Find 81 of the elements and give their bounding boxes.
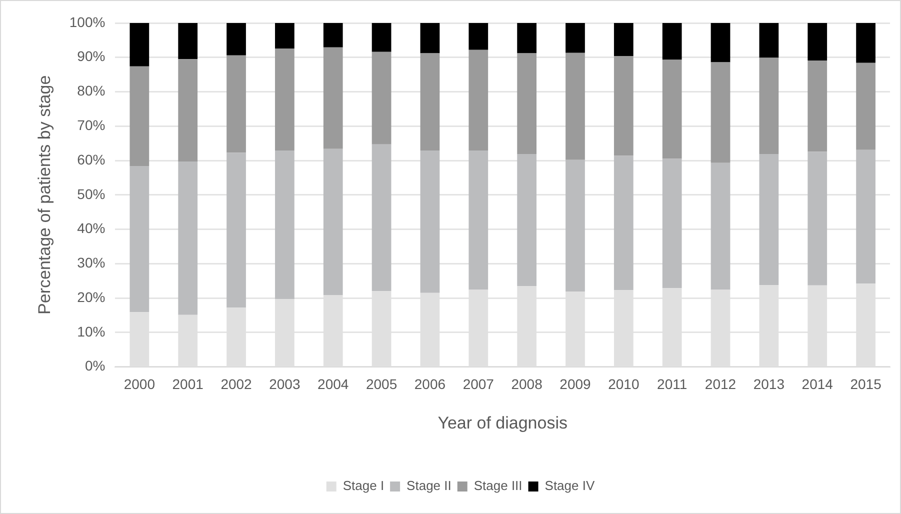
bar [323,23,343,48]
bar [323,47,343,149]
x-tick-label: 2015 [850,376,882,392]
y-tick-label: 100% [69,14,106,30]
y-tick-label: 20% [77,288,106,305]
y-tick-label: 30% [77,254,106,271]
y-tick-label: 70% [77,117,106,133]
x-tick-label: 2006 [414,376,446,392]
legend-label: Stage I [342,478,384,494]
bar [275,23,294,48]
bar [808,60,828,152]
bar [614,23,634,56]
bar [372,23,392,52]
x-tick-label: 2012 [704,376,736,392]
bar [323,148,343,296]
x-tick-label: 2000 [124,376,156,392]
bar [808,23,828,60]
bar [372,52,392,144]
bar [517,23,536,54]
bar [856,150,876,284]
x-tick-label: 2004 [318,376,349,392]
x-tick-label: 2007 [462,376,494,392]
bar [275,48,294,151]
bar [710,162,730,290]
bar [759,154,779,285]
x-tick-label: 2002 [220,376,252,392]
x-tick-label: 2011 [657,376,688,392]
bar [372,144,392,292]
bar [614,56,634,156]
bar [566,52,585,160]
bar [226,152,246,308]
bar [662,158,682,288]
x-tick-label: 2009 [560,376,592,392]
bar [759,23,779,58]
bar [226,23,246,56]
x-tick-label: 2005 [366,376,398,392]
bar [226,55,246,153]
y-tick-label: 10% [77,323,106,340]
y-tick-label: 50% [77,186,106,202]
bar [130,66,150,166]
bar [856,62,876,150]
bar [178,23,198,60]
x-tick-label: 2013 [753,376,785,392]
y-tick-label: 80% [77,82,106,99]
y-tick-label: 60% [77,151,106,168]
bar [517,154,536,286]
bar [178,59,198,162]
bar [130,23,150,66]
legend-label: Stage II [406,478,452,494]
legend-label: Stage III [474,478,522,494]
bar [566,23,585,53]
x-axis-title: Year of diagnosis [438,413,568,432]
bar [710,62,730,163]
bar [566,160,585,292]
y-tick-label: 0% [84,358,106,374]
bar [178,162,198,315]
bar [420,23,440,54]
bar [856,23,876,63]
x-tick-label: 2014 [802,376,834,392]
y-tick-label: 90% [77,48,106,64]
x-tick-label: 2010 [608,376,640,392]
x-tick-label: 2008 [511,376,543,392]
bar [710,23,730,62]
y-tick-label: 40% [77,220,106,236]
y-axis-title: Percentage of patients by stage [34,75,54,314]
bar [420,53,440,151]
bar [517,53,536,154]
bar [468,23,488,50]
x-tick-label: 2003 [269,376,300,392]
bar [468,50,488,151]
bar [808,152,828,286]
bar [759,58,779,154]
x-tick-label: 2001 [172,376,204,392]
bar [468,150,488,290]
bar [275,150,294,300]
bar [662,23,682,60]
bar [130,166,150,312]
legend-label: Stage IV [544,478,595,494]
bar [662,60,682,159]
bar [420,150,440,293]
bar [614,156,634,290]
